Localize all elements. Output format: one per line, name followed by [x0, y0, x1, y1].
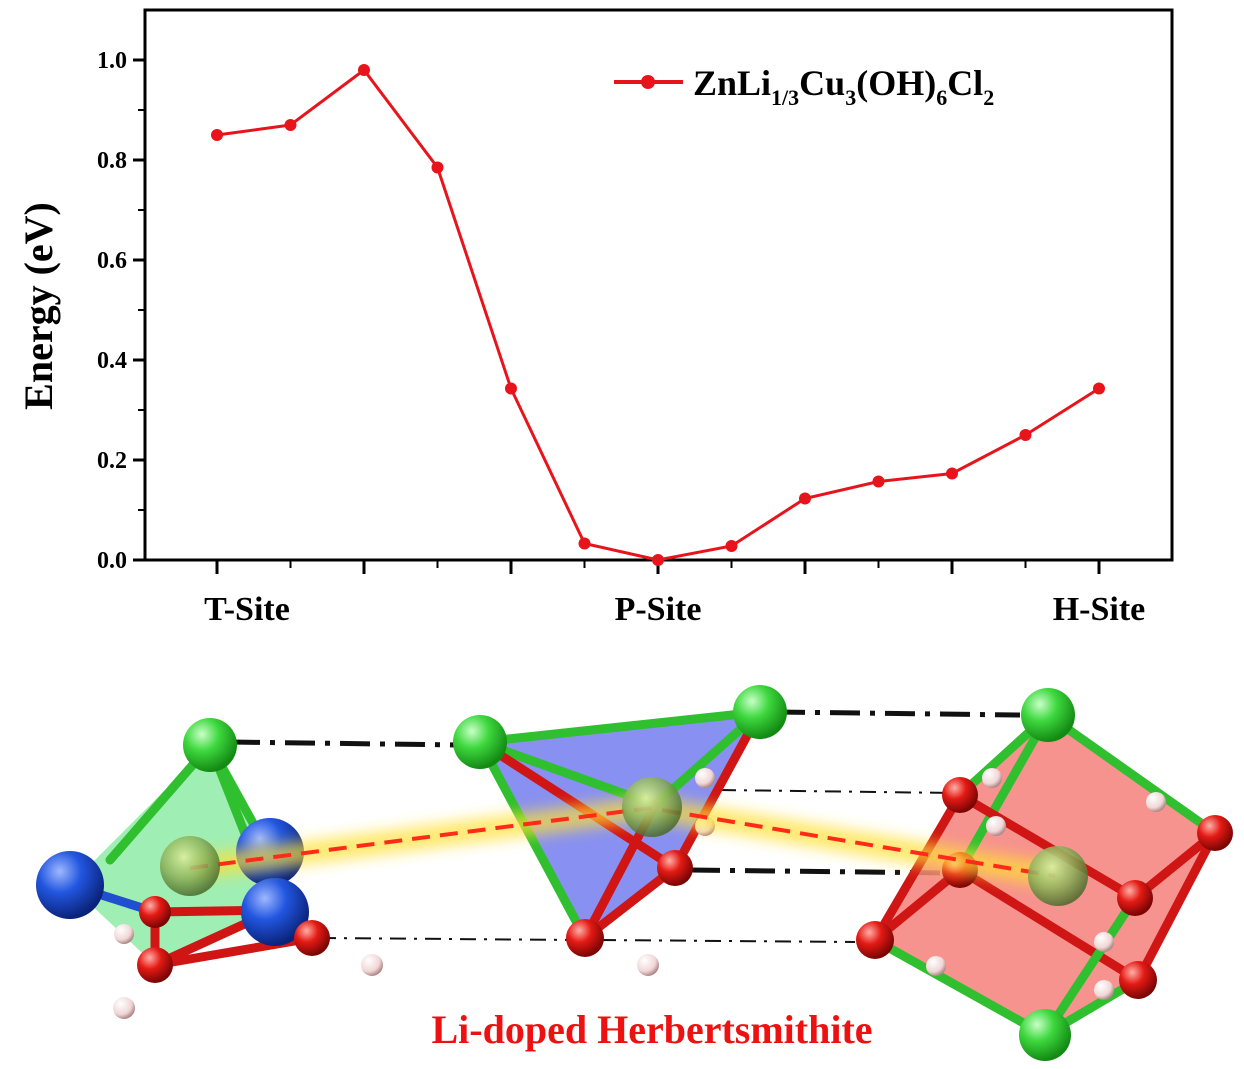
data-point — [358, 64, 370, 76]
h-atom — [637, 954, 659, 976]
o-atom — [657, 850, 693, 886]
cl-atom — [1019, 1009, 1071, 1061]
data-point — [1019, 429, 1032, 441]
dash-dot-connectors — [229, 709, 1021, 943]
series-line — [216, 67, 1100, 562]
data-point — [431, 161, 444, 174]
o-atom — [294, 920, 330, 956]
y-tick-label: 0.4 — [97, 348, 127, 374]
h-atom — [1094, 932, 1114, 952]
energy-chart: 0.0 0.2 0.4 0.6 0.8 1.0 Energy (eV) T-Site P-S… — [16, 8, 1174, 628]
o-atom — [1119, 961, 1157, 999]
data-point — [652, 554, 664, 566]
y-axis-label: Energy (eV) — [16, 202, 61, 410]
site-label: P-Site — [615, 591, 702, 628]
cl-atom — [453, 715, 507, 769]
crystal-structures: Li-doped Herbertsmithite — [36, 685, 1233, 1061]
h-atom — [982, 768, 1002, 788]
h-atom — [695, 768, 715, 788]
connector-lower-right — [689, 867, 951, 876]
site-label: T-Site — [204, 591, 290, 628]
y-tick-label: 0.6 — [97, 248, 127, 274]
connector-mid-right — [719, 789, 956, 794]
h-atom — [114, 924, 134, 944]
o-atom — [139, 896, 171, 928]
data-point — [799, 492, 811, 505]
legend: ZnLi1/3Cu3(OH)6Cl2 — [614, 63, 994, 110]
connector-top-right — [774, 709, 1021, 718]
series-layer — [211, 64, 1105, 566]
caption: Li-doped Herbertsmithite — [431, 1007, 872, 1052]
site-labels: T-Site P-Site H-Site — [204, 591, 1145, 628]
data-point — [505, 382, 517, 395]
o-atom — [1117, 880, 1153, 916]
h-atom — [1146, 792, 1166, 812]
h-atom — [926, 956, 946, 976]
site-label: H-Site — [1053, 591, 1146, 628]
data-point — [1093, 382, 1105, 395]
li-atom-p-site — [622, 777, 682, 837]
data-point — [946, 467, 958, 480]
li-atom-h-site — [1028, 846, 1088, 906]
y-tick-label: 0.2 — [97, 448, 127, 474]
plot-frame — [143, 8, 1174, 562]
connector-bottom-left — [319, 937, 581, 941]
h-atom — [1094, 980, 1114, 1000]
legend-marker — [641, 75, 655, 89]
x-axis-ticks — [215, 560, 1101, 574]
connector-top-left — [229, 739, 461, 748]
data-point — [578, 537, 591, 550]
y-tick-label: 0.0 — [97, 548, 127, 574]
li-migration-path — [160, 777, 1088, 906]
connector-bottom-right — [599, 939, 856, 943]
data-point — [284, 119, 297, 131]
y-axis-ticks: 0.0 0.2 0.4 0.6 0.8 1.0 — [97, 48, 145, 574]
h-atom — [361, 954, 383, 976]
h-atom — [113, 997, 135, 1019]
o-atom — [137, 947, 173, 983]
data-point — [872, 475, 885, 488]
cl-atom — [1021, 688, 1075, 742]
o-atom — [856, 921, 894, 959]
o-atom — [942, 777, 978, 813]
data-point — [725, 540, 738, 552]
cl-atom — [733, 685, 787, 739]
cl-atom — [183, 718, 237, 772]
o-atom — [1197, 815, 1233, 851]
y-tick-label: 0.8 — [97, 148, 127, 174]
li-atom-t-site — [160, 836, 220, 896]
o-atom — [566, 919, 604, 957]
y-tick-label: 1.0 — [97, 48, 127, 74]
h-atom — [986, 816, 1006, 836]
data-point — [211, 129, 223, 141]
cu-atom — [241, 878, 309, 946]
legend-label: ZnLi1/3Cu3(OH)6Cl2 — [693, 63, 994, 110]
cu-atom — [36, 851, 104, 919]
